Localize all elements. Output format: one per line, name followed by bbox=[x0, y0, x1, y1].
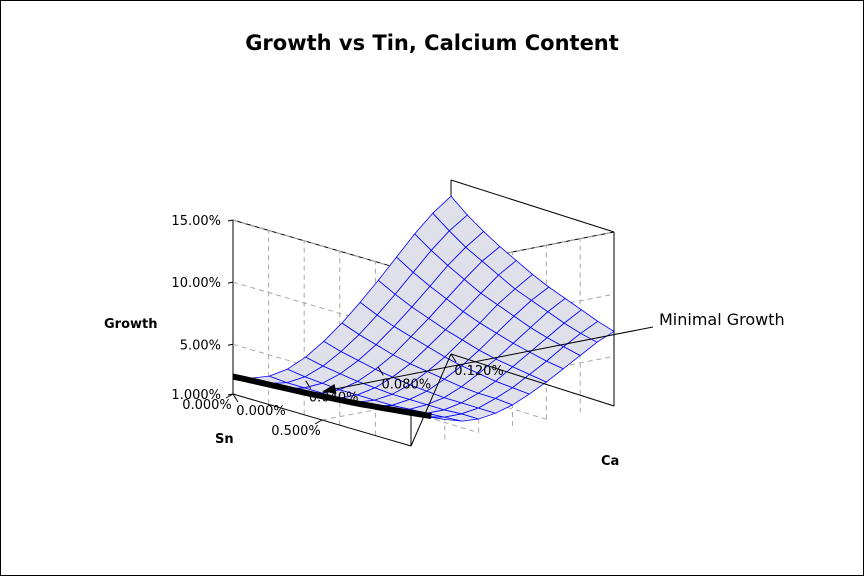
ca-tick-mark bbox=[232, 393, 239, 403]
ca-tick-label: 0.120% bbox=[454, 364, 504, 379]
z-tick-mark bbox=[227, 343, 234, 346]
ca-tick-mark bbox=[450, 353, 457, 363]
z-axis-label: Growth bbox=[104, 317, 158, 332]
z-tick-label: 10.00% bbox=[171, 276, 221, 291]
box-edge-bottom-ca bbox=[410, 353, 452, 447]
z-tick-label: 15.00% bbox=[171, 214, 221, 229]
sn-tick-label: 0.000% bbox=[182, 398, 232, 413]
ca-tick-mark bbox=[377, 367, 384, 376]
sn-tick-label: 0.500% bbox=[271, 424, 321, 439]
ca-tick-label: 0.000% bbox=[236, 404, 286, 419]
z-tick-label: 5.00% bbox=[180, 338, 221, 353]
chart-title: Growth vs Tin, Calcium Content bbox=[245, 31, 619, 55]
x-axis-label: Ca bbox=[601, 454, 619, 469]
z-tick-mark bbox=[227, 219, 234, 222]
gridline-wall-z bbox=[410, 231, 615, 273]
minimal-growth-line bbox=[232, 373, 432, 420]
gridline-wall-z bbox=[232, 219, 412, 273]
y-axis-label: Sn bbox=[215, 432, 234, 447]
box-edge-top-side bbox=[450, 179, 615, 233]
axis-ticks: 1.000%5.00%10.00%15.00%0.000%0.040%0.080… bbox=[171, 214, 503, 439]
annotations: Minimal Growth bbox=[232, 310, 785, 420]
annotation-leader bbox=[322, 326, 654, 392]
surface-cell bbox=[432, 195, 468, 232]
ca-tick-label: 0.080% bbox=[382, 377, 432, 392]
z-tick-label: 1.000% bbox=[171, 388, 221, 403]
surface-mesh bbox=[232, 195, 615, 422]
box-edge-bottom-side bbox=[450, 353, 615, 407]
annotation-arrowhead bbox=[322, 384, 337, 394]
sn-tick-mark bbox=[225, 393, 234, 399]
annotation-minimal-growth: Minimal Growth bbox=[659, 310, 785, 329]
z-tick-mark bbox=[227, 281, 234, 284]
sn-tick-mark bbox=[314, 419, 323, 425]
ca-tick-mark bbox=[305, 380, 312, 389]
